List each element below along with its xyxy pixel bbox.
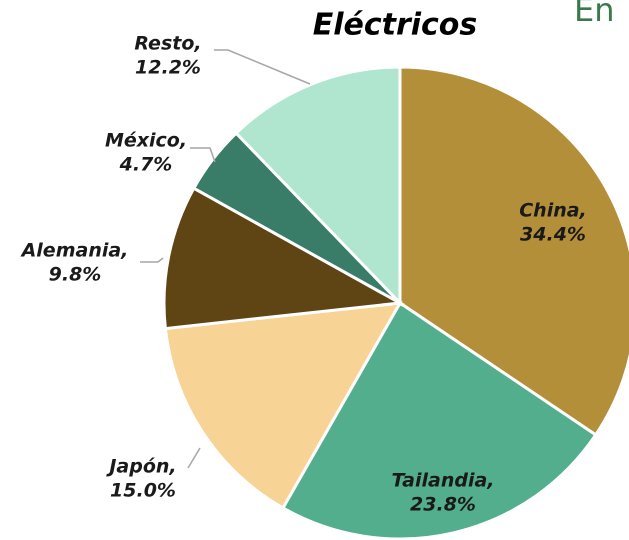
slice-label: China, xyxy=(519,200,587,222)
slice-value: 23.8% xyxy=(410,494,476,516)
leader-line xyxy=(190,147,216,163)
leader-line xyxy=(214,49,311,85)
slice-label: Japón, xyxy=(105,456,176,478)
leader-line xyxy=(140,257,164,263)
chart-title: Eléctricos xyxy=(313,8,478,43)
annotation: En xyxy=(574,0,615,29)
slice-value: 4.7% xyxy=(119,154,173,176)
pie-slice xyxy=(234,65,402,307)
slice-value: 9.8% xyxy=(49,264,102,286)
slice-value: 12.2% xyxy=(135,57,201,79)
pie-slice xyxy=(398,65,629,437)
pie-slice xyxy=(280,300,598,540)
slice-value: 15.0% xyxy=(110,480,176,502)
pie-slice xyxy=(162,186,405,331)
slice-label: Resto, xyxy=(134,33,201,55)
pie-slice xyxy=(163,301,403,510)
slice-label: Alemania, xyxy=(20,240,129,262)
slice-label: Tailandia, xyxy=(391,470,494,492)
slice-label: México, xyxy=(105,130,187,152)
slice-value: 34.4% xyxy=(520,224,586,246)
leader-line xyxy=(187,447,201,469)
